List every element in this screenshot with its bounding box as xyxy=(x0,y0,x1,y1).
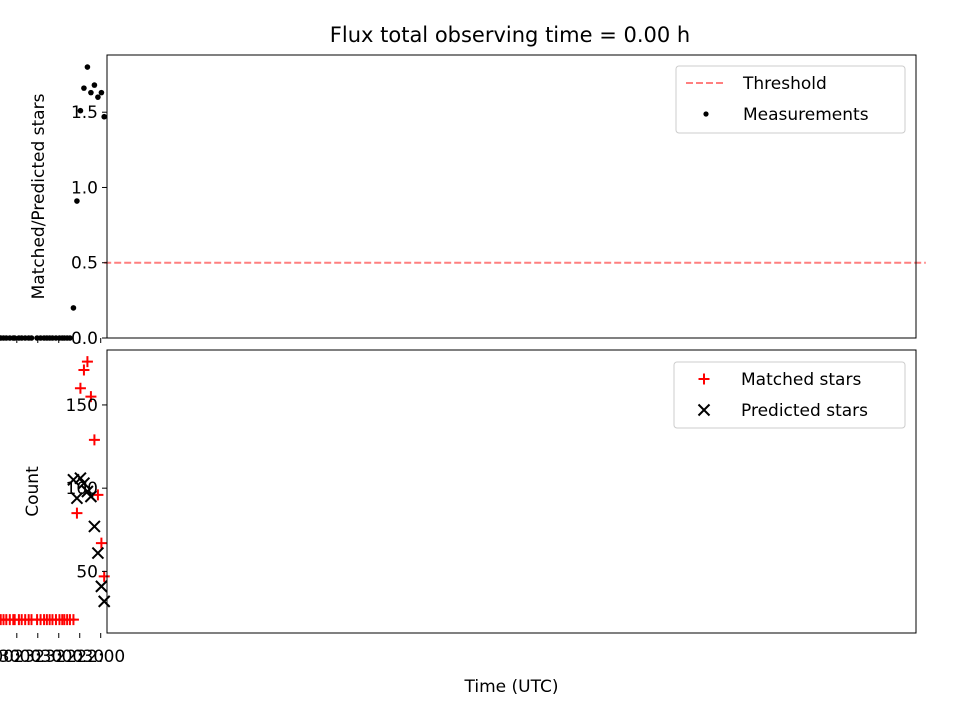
legend-predicted-label: Predicted stars xyxy=(741,401,868,421)
measurement-point xyxy=(101,113,108,120)
matched-star-point xyxy=(0,618,3,621)
top-panel-data xyxy=(0,64,926,341)
predicted-star-point xyxy=(91,546,105,560)
measurement-point xyxy=(88,89,94,96)
top-panel-frame xyxy=(106,54,917,339)
bottom-y-axis-label: Count xyxy=(23,466,43,517)
y-tick-label: 1.0 xyxy=(71,178,98,198)
bottom-legend: Matched stars Predicted stars xyxy=(673,361,906,429)
legend-measurements-swatch xyxy=(703,111,709,117)
predicted-star-point xyxy=(81,485,94,498)
measurement-point xyxy=(98,89,105,96)
measurement-point xyxy=(74,198,80,204)
predicted-star-point xyxy=(88,520,101,533)
top-legend-box xyxy=(675,65,906,134)
bottom-x-axis-label: Time (UTC) xyxy=(464,677,559,697)
x-tick-label: 22:30 xyxy=(55,647,104,667)
matched-star-point xyxy=(71,507,83,519)
legend-matched-swatch xyxy=(698,373,710,385)
legend-threshold-label: Threshold xyxy=(742,74,827,94)
measurement-point xyxy=(34,335,40,341)
y-tick-label: 100 xyxy=(66,479,98,499)
top-panel-y-axis: 0.0 0.5 1.0 1.5 xyxy=(71,103,107,349)
measurement-point xyxy=(77,107,84,114)
matched-star-point xyxy=(98,570,110,582)
bottom-panel-frame xyxy=(106,349,917,634)
measurement-point xyxy=(84,64,91,70)
x-tick-label: 23:00 xyxy=(34,647,83,667)
measurement-point xyxy=(0,335,4,341)
top-panel: 0.0 0.5 1.0 1.5 Matched/Predicted stars Thr… xyxy=(0,54,926,349)
legend-plus-mark xyxy=(698,373,710,385)
matched-star-point xyxy=(88,434,100,446)
legend-predicted-swatch xyxy=(697,403,711,417)
y-tick-label: 0.5 xyxy=(71,254,98,274)
matched-star-point xyxy=(81,356,93,368)
bottom-legend-box xyxy=(673,361,906,429)
y-tick-label: 0.0 xyxy=(71,329,98,349)
top-legend: Threshold Measurements xyxy=(675,65,906,134)
matched-star-point xyxy=(85,391,97,403)
legend-matched-label: Matched stars xyxy=(741,370,861,390)
x-tick-label: 00:00 xyxy=(0,647,41,667)
bottom-panel-y-axis: 50 100 150 xyxy=(66,396,107,582)
bottom-panel-x-axis: 22:0022:3023:0023:3000:0000:3001:0001:30… xyxy=(0,633,125,667)
y-tick-label: 50 xyxy=(76,562,98,582)
predicted-star-point xyxy=(97,595,111,608)
matched-star-point xyxy=(95,537,107,549)
x-tick-label: 00:30 xyxy=(0,647,20,667)
legend-measurements-label: Measurements xyxy=(743,105,869,125)
measurement-point xyxy=(91,82,98,88)
measurement-point xyxy=(16,335,22,341)
predicted-star-point xyxy=(67,473,80,487)
y-tick-label: 1.5 xyxy=(71,103,98,123)
y-tick-label: 150 xyxy=(66,396,98,416)
matched-star-point xyxy=(74,382,86,394)
top-chart-title: Flux total observing time = 0.00 h xyxy=(330,23,690,47)
measurement-point xyxy=(70,305,77,311)
bottom-panel: 50 100 150 22:0022:3023:0023:3000:0000:300… xyxy=(0,349,917,697)
top-y-axis-label: Matched/Predicted stars xyxy=(29,93,49,299)
x-tick-label: 23:30 xyxy=(13,647,62,667)
matched-star-point xyxy=(78,364,90,376)
predicted-star-point xyxy=(95,580,108,593)
legend-cross-mark xyxy=(697,403,711,417)
measurement-point xyxy=(95,94,101,100)
predicted-star-point xyxy=(70,491,84,505)
matched-star-point xyxy=(92,489,104,501)
measurement-point xyxy=(81,85,87,91)
x-tick-label: 22:00 xyxy=(76,647,125,667)
top-panel-x-axis xyxy=(16,338,102,343)
bottom-panel-data xyxy=(0,356,111,626)
